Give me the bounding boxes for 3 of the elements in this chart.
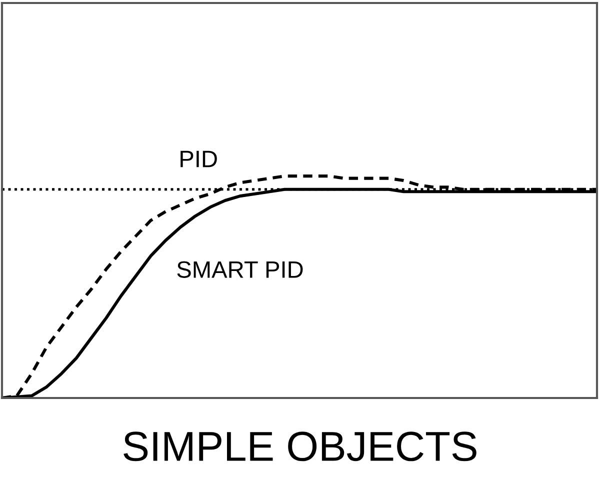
series-label: PID — [180, 150, 217, 168]
series-label: SMART PID — [177, 261, 303, 278]
x-axis-title: SIMPLE OBJECTS — [124, 432, 476, 462]
